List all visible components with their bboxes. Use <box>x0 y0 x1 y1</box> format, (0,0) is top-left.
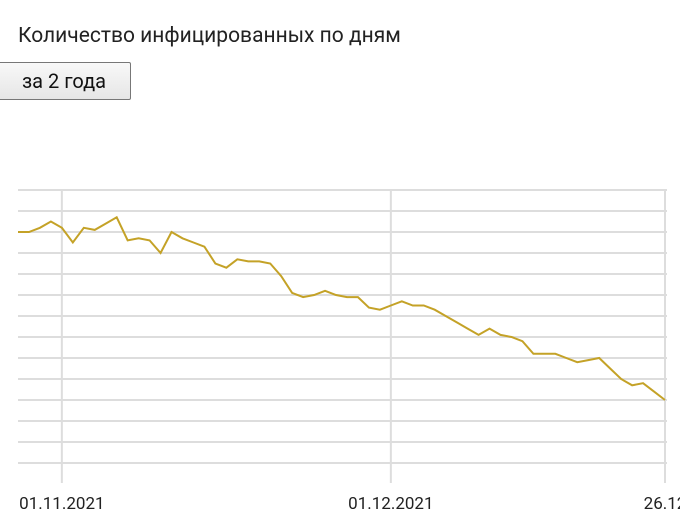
line <box>18 215 666 401</box>
x-tick-label: 01.11.2021 <box>19 494 104 514</box>
x-tick-label: 26.12 <box>644 494 680 514</box>
x-tick-label: 01.12.2021 <box>348 494 433 514</box>
period-button[interactable]: за 2 года <box>0 62 131 100</box>
chart-title: Количество инфицированных по дням <box>18 24 401 48</box>
